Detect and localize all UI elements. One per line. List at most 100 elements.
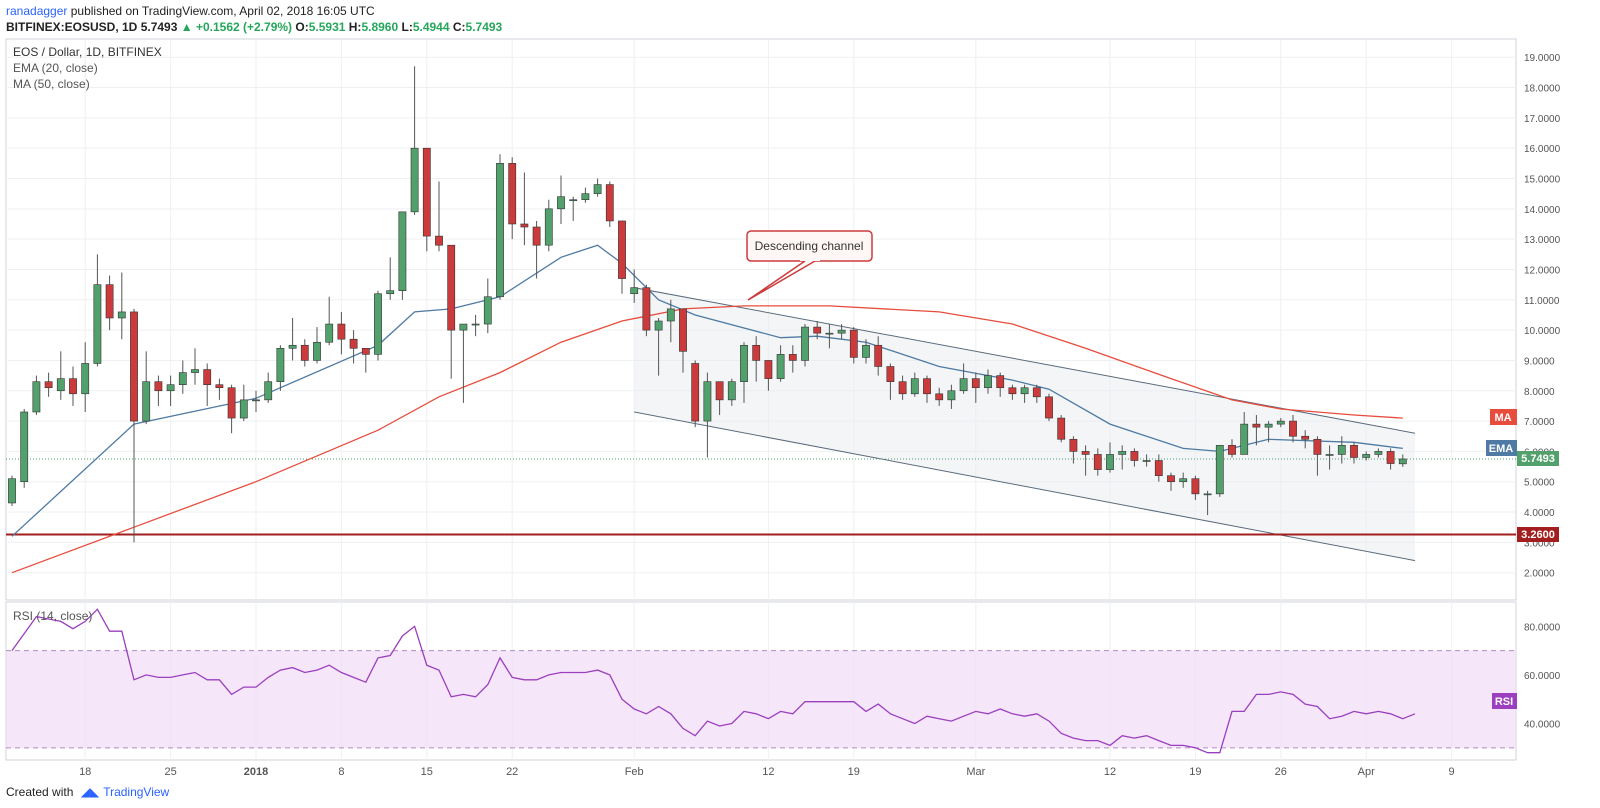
- candle-body: [959, 378, 968, 392]
- candle: [1069, 436, 1078, 464]
- candle-body: [288, 344, 297, 349]
- candle: [825, 324, 834, 349]
- candle-body: [654, 320, 663, 331]
- rsi-line: [11, 608, 1416, 754]
- candle-body: [337, 323, 346, 340]
- candle: [862, 339, 870, 364]
- candle: [679, 308, 687, 373]
- candle: [337, 311, 346, 355]
- candle-body: [508, 163, 517, 225]
- support-tag: [1517, 527, 1559, 542]
- candle: [569, 196, 578, 221]
- candle-body: [947, 390, 956, 401]
- candle-body: [862, 344, 870, 358]
- candle-body: [1362, 454, 1371, 458]
- low-value: 5.4944: [412, 20, 450, 34]
- close-label: C:: [452, 20, 466, 34]
- candle: [1020, 384, 1029, 403]
- candle-body: [1252, 423, 1261, 428]
- open-value: 5.5931: [308, 20, 346, 34]
- candle: [1093, 448, 1102, 476]
- candle-body: [386, 290, 395, 295]
- candle-body: [252, 399, 260, 402]
- y-tick-label: 7.0000: [1524, 417, 1555, 428]
- candle-body: [1240, 423, 1249, 455]
- candle: [483, 278, 492, 334]
- close-value: 5.7493: [465, 20, 503, 34]
- candle: [947, 384, 956, 409]
- candle: [361, 348, 370, 373]
- tradingview-logo-icon[interactable]: ◢◣: [80, 785, 100, 799]
- candle-body: [56, 378, 65, 392]
- candle-body: [496, 163, 504, 298]
- last-price-tag: [1517, 451, 1559, 466]
- candle: [740, 342, 748, 403]
- candle: [837, 324, 846, 340]
- low-label: L:: [401, 20, 413, 34]
- candle: [532, 220, 541, 279]
- y-tick-label: 19.0000: [1524, 53, 1561, 64]
- candle: [1203, 490, 1212, 516]
- candle-body: [630, 287, 639, 295]
- footer-brand[interactable]: TradingView: [103, 785, 170, 799]
- candle-body: [532, 226, 541, 246]
- candle: [788, 345, 797, 373]
- footer: Created with ◢◣ TradingView: [6, 785, 169, 799]
- candle-body: [727, 381, 736, 401]
- candle: [1215, 445, 1224, 497]
- x-tick-label: 26: [1275, 766, 1287, 778]
- candle: [20, 408, 29, 488]
- candle: [252, 390, 260, 412]
- x-tick-label: 18: [79, 766, 91, 778]
- candle: [313, 327, 321, 364]
- candle: [1057, 415, 1066, 443]
- candle: [117, 272, 126, 340]
- candle: [1374, 448, 1383, 458]
- last-price: 5.7493: [140, 20, 178, 34]
- x-tick-label: 9: [1449, 766, 1455, 778]
- candle: [898, 375, 907, 400]
- y-tick-label: 11.0000: [1524, 296, 1560, 307]
- candle-body: [1093, 454, 1102, 470]
- x-tick-label: 12: [762, 766, 774, 778]
- candle-body: [447, 244, 456, 331]
- channel-lower-line: [634, 411, 1416, 562]
- candle: [996, 372, 1005, 397]
- y-tick-label: 8.0000: [1524, 387, 1555, 398]
- x-tick-label: 2018: [244, 766, 268, 778]
- ema-tag: [1486, 440, 1517, 456]
- candle-body: [1228, 445, 1236, 455]
- rsi-tag-label: RSI: [1495, 696, 1513, 708]
- candle-body: [1118, 451, 1127, 455]
- candle: [593, 178, 602, 197]
- author-link[interactable]: ranadagger: [6, 4, 68, 18]
- candle-body: [971, 378, 980, 389]
- candle: [264, 372, 273, 403]
- annotation-callout[interactable]: Descending channel: [746, 230, 873, 301]
- y-tick-label: 4.0000: [1524, 508, 1555, 519]
- candle: [8, 475, 16, 506]
- candle-body: [1106, 454, 1114, 470]
- y-tick-label: 3.0000: [1524, 538, 1555, 549]
- x-tick-label: 19: [1189, 766, 1201, 778]
- candle-body: [1057, 417, 1066, 440]
- candle-body: [935, 393, 944, 401]
- candle-body: [361, 348, 370, 355]
- x-tick-label: 19: [848, 766, 860, 778]
- candle-body: [215, 384, 224, 389]
- candle-body: [703, 381, 712, 422]
- candle-body: [618, 220, 626, 279]
- symbol-label: BITFINEX:EOSUSD, 1D: [6, 20, 138, 34]
- candle-body: [264, 381, 273, 401]
- candle: [1276, 418, 1285, 428]
- rsi-y-tick-label: 80.0000: [1524, 622, 1561, 633]
- x-tick-label: Apr: [1358, 766, 1375, 778]
- candle-body: [886, 366, 895, 382]
- legend-ma: MA (50, close): [13, 77, 90, 91]
- candle-body: [32, 381, 41, 413]
- ma-tag: [1490, 409, 1517, 425]
- y-tick-label: 5.0000: [1524, 478, 1555, 489]
- candle: [435, 181, 443, 252]
- candle-body: [20, 411, 29, 483]
